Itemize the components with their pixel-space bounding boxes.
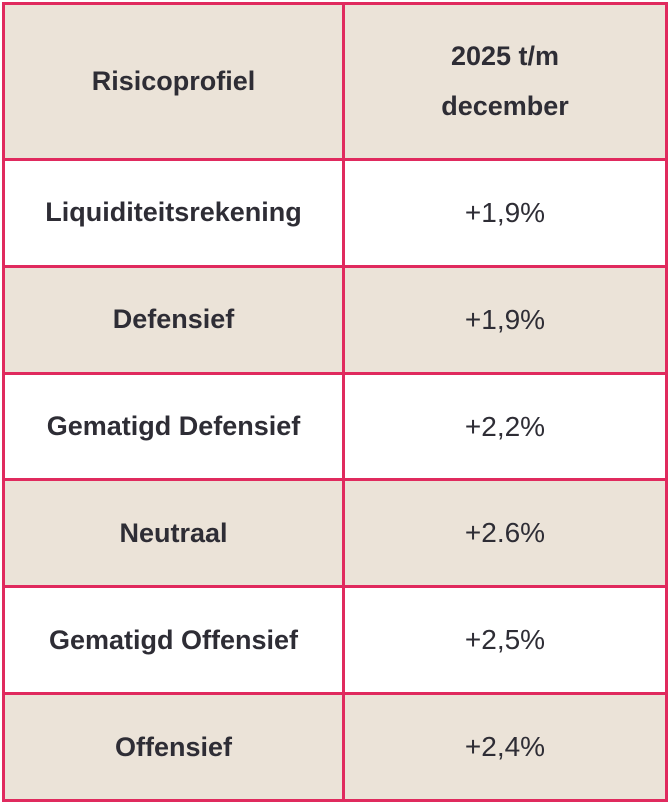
table-row: Gematigd Defensief +2,2% — [5, 371, 665, 479]
table-row: Offensief +2,4% — [5, 692, 665, 799]
profile-label: Gematigd Offensief — [5, 588, 345, 693]
return-value: +1,9% — [464, 196, 546, 228]
table-row: Defensief +1,9% — [5, 264, 665, 372]
profile-label: Liquiditeitsrekening — [5, 161, 345, 265]
header-cell-period: 2025 t/m december — [345, 5, 665, 158]
header-period-line1: 2025 t/m — [450, 40, 560, 71]
table-row: Liquiditeitsrekening +1,9% — [5, 158, 665, 265]
header-cell-risicoprofiel: Risicoprofiel — [5, 5, 345, 158]
return-value: +2.6% — [464, 517, 546, 549]
profile-label: Neutraal — [5, 481, 345, 586]
table-header-row: Risicoprofiel 2025 t/m december — [5, 5, 665, 158]
header-period-line2: december — [441, 90, 569, 121]
return-value: +2,4% — [464, 731, 546, 763]
profile-label: Offensief — [5, 695, 345, 799]
profile-label: Gematigd Defensief — [5, 374, 345, 479]
return-value: +2,5% — [464, 624, 546, 656]
return-value: +1,9% — [464, 303, 546, 335]
return-value: +2,2% — [464, 410, 546, 442]
table-row: Neutraal +2.6% — [5, 478, 665, 586]
profile-label: Defensief — [5, 267, 345, 372]
table-row: Gematigd Offensief +2,5% — [5, 585, 665, 693]
